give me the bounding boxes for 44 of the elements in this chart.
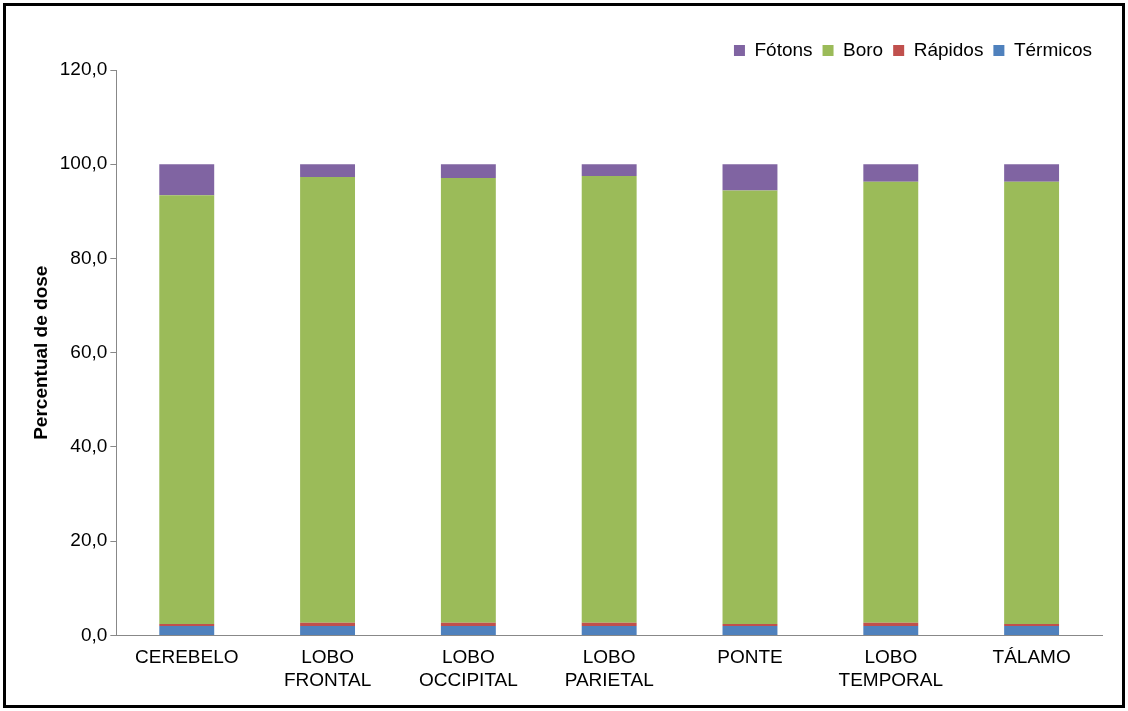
bar	[722, 625, 778, 635]
y-tick-label: 100,0	[59, 152, 108, 174]
bar	[1004, 181, 1060, 625]
bar	[863, 625, 919, 635]
bar	[440, 622, 496, 626]
bar	[300, 622, 356, 626]
bar	[300, 164, 356, 177]
bar	[300, 625, 356, 635]
bar	[581, 176, 637, 623]
bar	[1004, 164, 1060, 182]
bar	[722, 190, 778, 625]
bar	[440, 177, 496, 623]
bar	[863, 181, 919, 623]
legend-label: Rápidos	[913, 38, 984, 60]
x-tick-label: LOBO TEMPORAL	[838, 646, 944, 690]
y-axis-title: Percentual de dose	[29, 265, 51, 440]
bar	[863, 164, 919, 182]
bar	[300, 176, 356, 623]
x-tick-label: PONTE	[717, 646, 783, 668]
bar	[159, 164, 215, 196]
bar	[581, 164, 637, 177]
x-tick-label: CEREBELO	[135, 646, 239, 668]
y-tick-label: 40,0	[70, 435, 108, 457]
bar	[722, 164, 778, 191]
legend-label: Boro	[843, 38, 884, 60]
y-tick-label: 60,0	[70, 340, 108, 362]
bar	[440, 164, 496, 178]
legend-label: Térmicos	[1013, 38, 1093, 60]
x-tick-label: LOBO OCCIPITAL	[418, 646, 518, 690]
y-tick-label: 80,0	[70, 246, 108, 268]
y-tick-label: 20,0	[70, 529, 108, 551]
bar	[159, 625, 215, 635]
x-tick-label: LOBO FRONTAL	[283, 646, 372, 690]
bar	[863, 622, 919, 626]
x-tick-label: LOBO PARIETAL	[564, 646, 654, 690]
x-tick-label: TÁLAMO	[992, 646, 1071, 668]
bar	[1004, 625, 1060, 635]
bar	[581, 625, 637, 635]
bar	[159, 195, 215, 625]
y-tick-label: 0,0	[80, 623, 108, 645]
y-tick-label: 120,0	[59, 58, 108, 80]
legend-label: Fótons	[754, 38, 813, 60]
bar	[440, 625, 496, 635]
bar	[581, 622, 637, 626]
